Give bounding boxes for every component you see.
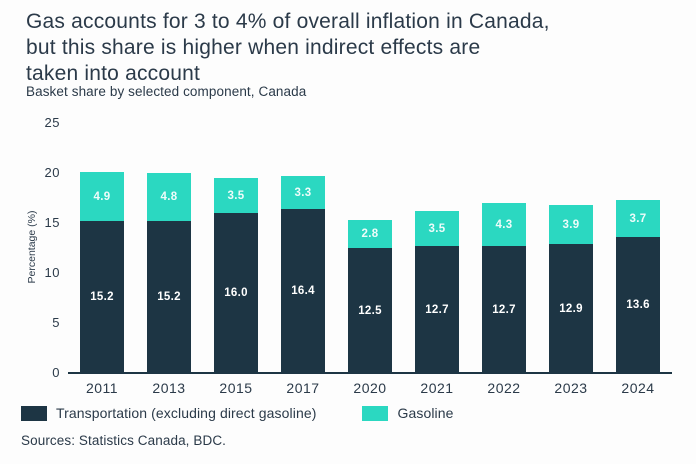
bar-segment-gasoline: 3.5 bbox=[214, 178, 258, 213]
bar-value-label: 13.6 bbox=[626, 299, 650, 311]
bar-value-label: 3.7 bbox=[629, 212, 647, 225]
bar-segment-gasoline: 2.8 bbox=[348, 220, 392, 248]
x-tick-label: 2011 bbox=[85, 380, 119, 396]
bar-segment-transportation: 12.7 bbox=[482, 246, 526, 373]
x-tick-label: 2015 bbox=[219, 380, 253, 396]
y-tick-label: 10 bbox=[44, 265, 60, 280]
sources-note: Sources: Statistics Canada, BDC. bbox=[21, 433, 227, 448]
bar-value-label: 15.2 bbox=[90, 291, 114, 303]
bar-segment-transportation: 12.9 bbox=[549, 244, 593, 373]
y-axis-title: Percentage (%) bbox=[26, 210, 38, 284]
bar-value-label: 3.9 bbox=[562, 218, 580, 231]
bar-value-label: 16.4 bbox=[291, 285, 315, 297]
chart-title: Gas accounts for 3 to 4% of overall infl… bbox=[26, 10, 550, 85]
bar-segment-transportation: 12.5 bbox=[348, 248, 392, 373]
bar-segment-gasoline: 3.9 bbox=[549, 205, 593, 244]
x-tick-label: 2024 bbox=[621, 380, 655, 396]
bar-value-label: 16.0 bbox=[224, 287, 248, 299]
legend-label-gasoline: Gasoline bbox=[397, 405, 454, 421]
bar-segment-gasoline: 4.3 bbox=[482, 203, 526, 246]
bar-value-label: 3.5 bbox=[428, 222, 446, 235]
x-tick-label: 2022 bbox=[487, 380, 521, 396]
bar-segment-transportation: 16.4 bbox=[281, 209, 325, 373]
bar-value-label: 3.3 bbox=[294, 186, 312, 199]
bar-segment-gasoline: 4.8 bbox=[147, 173, 191, 221]
bar-segment-transportation: 16.0 bbox=[214, 213, 258, 373]
bar-value-label: 2.8 bbox=[361, 228, 379, 240]
bar-segment-gasoline: 3.7 bbox=[616, 200, 660, 237]
bar-value-label: 15.2 bbox=[157, 291, 181, 303]
bar-value-label: 3.5 bbox=[227, 189, 245, 202]
y-tick-label: 25 bbox=[44, 115, 60, 130]
x-tick-label: 2013 bbox=[152, 380, 186, 396]
y-tick-label: 0 bbox=[52, 365, 60, 380]
bar-segment-transportation: 13.6 bbox=[616, 237, 660, 373]
bar-value-label: 12.7 bbox=[425, 303, 449, 316]
transportation-swatch-icon bbox=[21, 405, 47, 421]
x-axis-line bbox=[68, 372, 672, 374]
bar-value-label: 12.5 bbox=[358, 304, 382, 317]
gasoline-swatch-icon bbox=[362, 405, 389, 421]
x-tick-label: 2021 bbox=[420, 380, 454, 396]
chart-legend: Transportation (excluding direct gasolin… bbox=[21, 405, 454, 421]
bar-value-label: 4.8 bbox=[160, 191, 178, 203]
chart-subtitle: Basket share by selected component, Cana… bbox=[26, 84, 307, 99]
y-tick-label: 20 bbox=[44, 165, 60, 180]
y-tick-label: 15 bbox=[44, 215, 60, 230]
x-tick-label: 2020 bbox=[353, 380, 387, 396]
y-tick-label: 5 bbox=[52, 315, 60, 330]
bar-segment-gasoline: 4.9 bbox=[80, 172, 124, 221]
bar-segment-gasoline: 3.5 bbox=[415, 211, 459, 246]
bar-value-label: 4.9 bbox=[93, 190, 111, 203]
x-tick-label: 2023 bbox=[554, 380, 588, 396]
bar-value-label: 12.9 bbox=[559, 302, 583, 315]
legend-item-transportation: Transportation (excluding direct gasolin… bbox=[21, 405, 316, 421]
bar-segment-transportation: 12.7 bbox=[415, 246, 459, 373]
bar-segment-transportation: 15.2 bbox=[80, 221, 124, 373]
legend-label-transportation: Transportation (excluding direct gasolin… bbox=[56, 405, 317, 421]
bar-segment-transportation: 15.2 bbox=[147, 221, 191, 373]
bar-value-label: 4.3 bbox=[495, 218, 513, 231]
bar-value-label: 12.7 bbox=[492, 303, 516, 316]
x-tick-label: 2017 bbox=[286, 380, 320, 396]
legend-item-gasoline: Gasoline bbox=[362, 405, 453, 421]
bar-segment-gasoline: 3.3 bbox=[281, 176, 325, 209]
